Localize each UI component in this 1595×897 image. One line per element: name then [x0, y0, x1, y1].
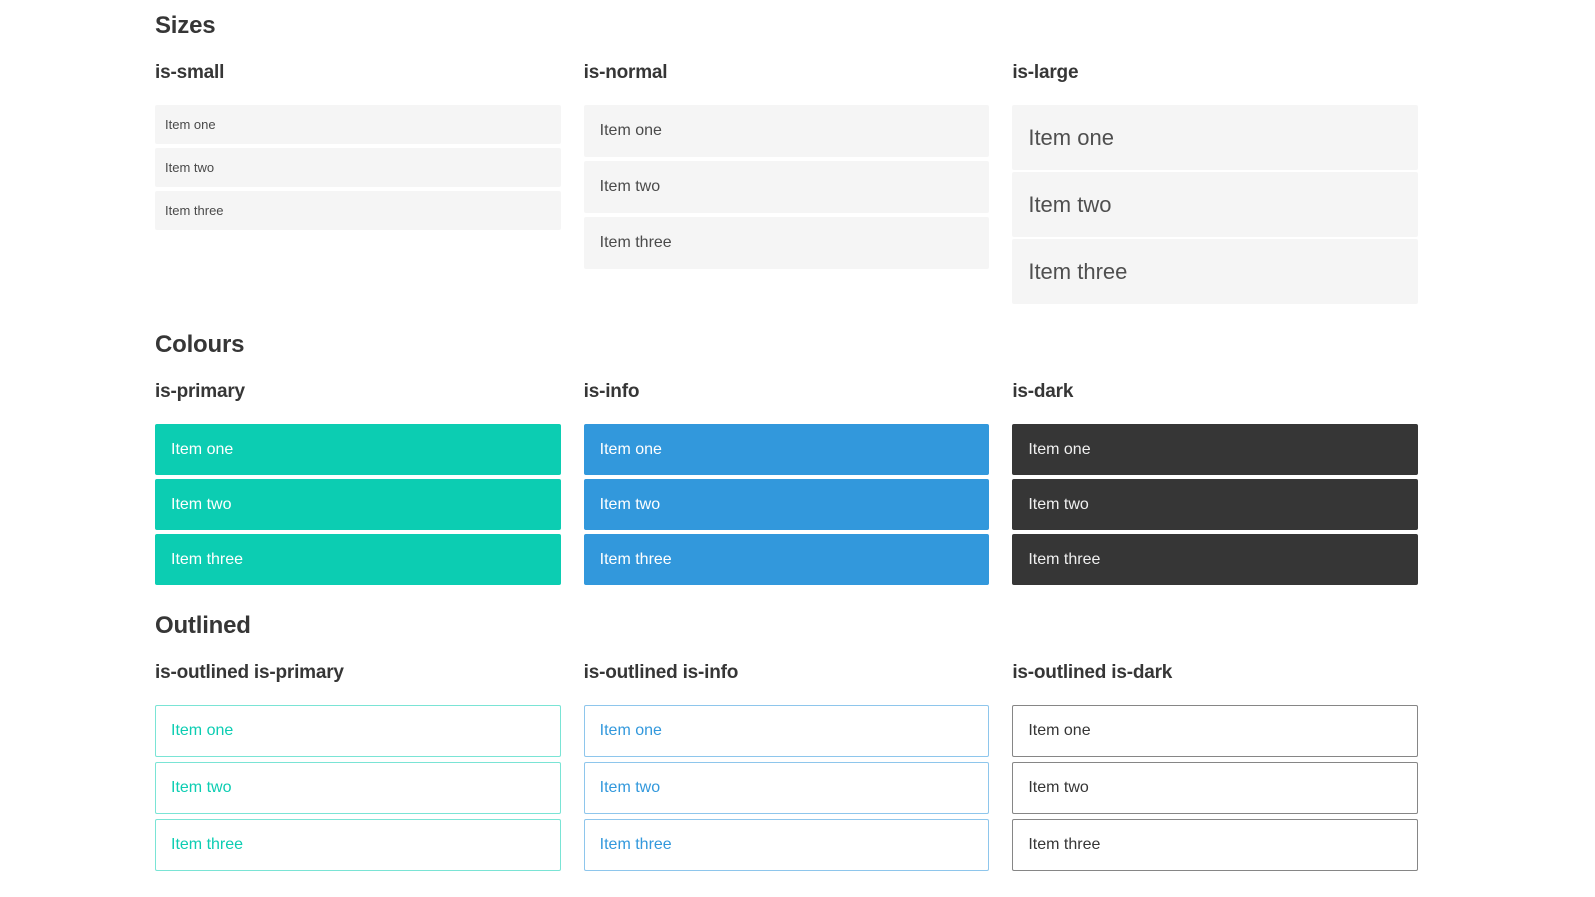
list-item[interactable]: Item one [583, 705, 990, 757]
list-item[interactable]: Item three [583, 217, 990, 269]
list-group-outlined-info: is-outlined is-info Item one Item two It… [583, 638, 990, 871]
list-group-primary: is-primary Item one Item two Item three [155, 357, 561, 585]
list: Item one Item two Item three [155, 424, 561, 585]
list-item[interactable]: Item two [155, 479, 561, 530]
list: Item one Item two Item three [583, 705, 990, 871]
list-item[interactable]: Item one [1012, 105, 1418, 170]
list: Item one Item two Item three [583, 105, 990, 269]
list-item[interactable]: Item three [1012, 239, 1418, 304]
list: Item one Item two Item three [1012, 105, 1418, 304]
list-item[interactable]: Item two [583, 161, 990, 213]
list-group-info: is-info Item one Item two Item three [583, 357, 990, 585]
group-title: is-small [155, 62, 225, 83]
list-item[interactable]: Item three [1012, 819, 1418, 871]
list-item[interactable]: Item three [155, 819, 561, 871]
list: Item one Item two Item three [155, 105, 561, 230]
list-item[interactable]: Item one [155, 705, 561, 757]
group-title: is-normal [583, 62, 668, 83]
list-item[interactable]: Item three [155, 191, 561, 230]
list-group-normal: is-normal Item one Item two Item three [583, 38, 990, 269]
section-groups: is-outlined is-primary Item one Item two… [155, 638, 1418, 871]
list-group-small: is-small Item one Item two Item three [155, 38, 561, 230]
list-item[interactable]: Item two [1012, 762, 1418, 814]
section-colours: Colours is-primary Item one Item two Ite… [155, 333, 1418, 585]
list-item[interactable]: Item three [583, 534, 990, 585]
list-group-outlined-dark: is-outlined is-dark Item one Item two It… [1012, 638, 1418, 871]
page-content: Sizes is-small Item one Item two Item th… [155, 0, 1418, 871]
group-title: is-outlined is-dark [1012, 662, 1173, 683]
group-title: is-outlined is-info [583, 662, 739, 683]
list-item[interactable]: Item two [583, 479, 990, 530]
list-item[interactable]: Item three [1012, 534, 1418, 585]
list-item[interactable]: Item two [155, 762, 561, 814]
group-title: is-info [583, 381, 640, 402]
section-title: Outlined [155, 612, 251, 639]
group-title: is-large [1012, 62, 1079, 83]
list-item[interactable]: Item two [155, 148, 561, 187]
list-item[interactable]: Item two [583, 762, 990, 814]
list-item[interactable]: Item two [1012, 172, 1418, 237]
list: Item one Item two Item three [1012, 424, 1418, 585]
section-sizes: Sizes is-small Item one Item two Item th… [155, 14, 1418, 304]
group-title: is-dark [1012, 381, 1074, 402]
list-item[interactable]: Item one [583, 424, 990, 475]
list-item[interactable]: Item one [155, 424, 561, 475]
list-item[interactable]: Item one [1012, 424, 1418, 475]
list-group-outlined-primary: is-outlined is-primary Item one Item two… [155, 638, 561, 871]
list: Item one Item two Item three [155, 705, 561, 871]
list: Item one Item two Item three [583, 424, 990, 585]
list-group-large: is-large Item one Item two Item three [1012, 38, 1418, 304]
list-item[interactable]: Item three [155, 534, 561, 585]
list-item[interactable]: Item one [155, 105, 561, 144]
list-item[interactable]: Item one [583, 105, 990, 157]
list-group-dark: is-dark Item one Item two Item three [1012, 357, 1418, 585]
group-title: is-outlined is-primary [155, 662, 344, 683]
list-item[interactable]: Item one [1012, 705, 1418, 757]
section-groups: is-small Item one Item two Item three is… [155, 38, 1418, 304]
section-title: Sizes [155, 12, 216, 39]
section-outlined: Outlined is-outlined is-primary Item one… [155, 614, 1418, 871]
group-title: is-primary [155, 381, 245, 402]
section-groups: is-primary Item one Item two Item three … [155, 357, 1418, 585]
list: Item one Item two Item three [1012, 705, 1418, 871]
list-item[interactable]: Item two [1012, 479, 1418, 530]
section-title: Colours [155, 331, 245, 358]
list-item[interactable]: Item three [583, 819, 990, 871]
